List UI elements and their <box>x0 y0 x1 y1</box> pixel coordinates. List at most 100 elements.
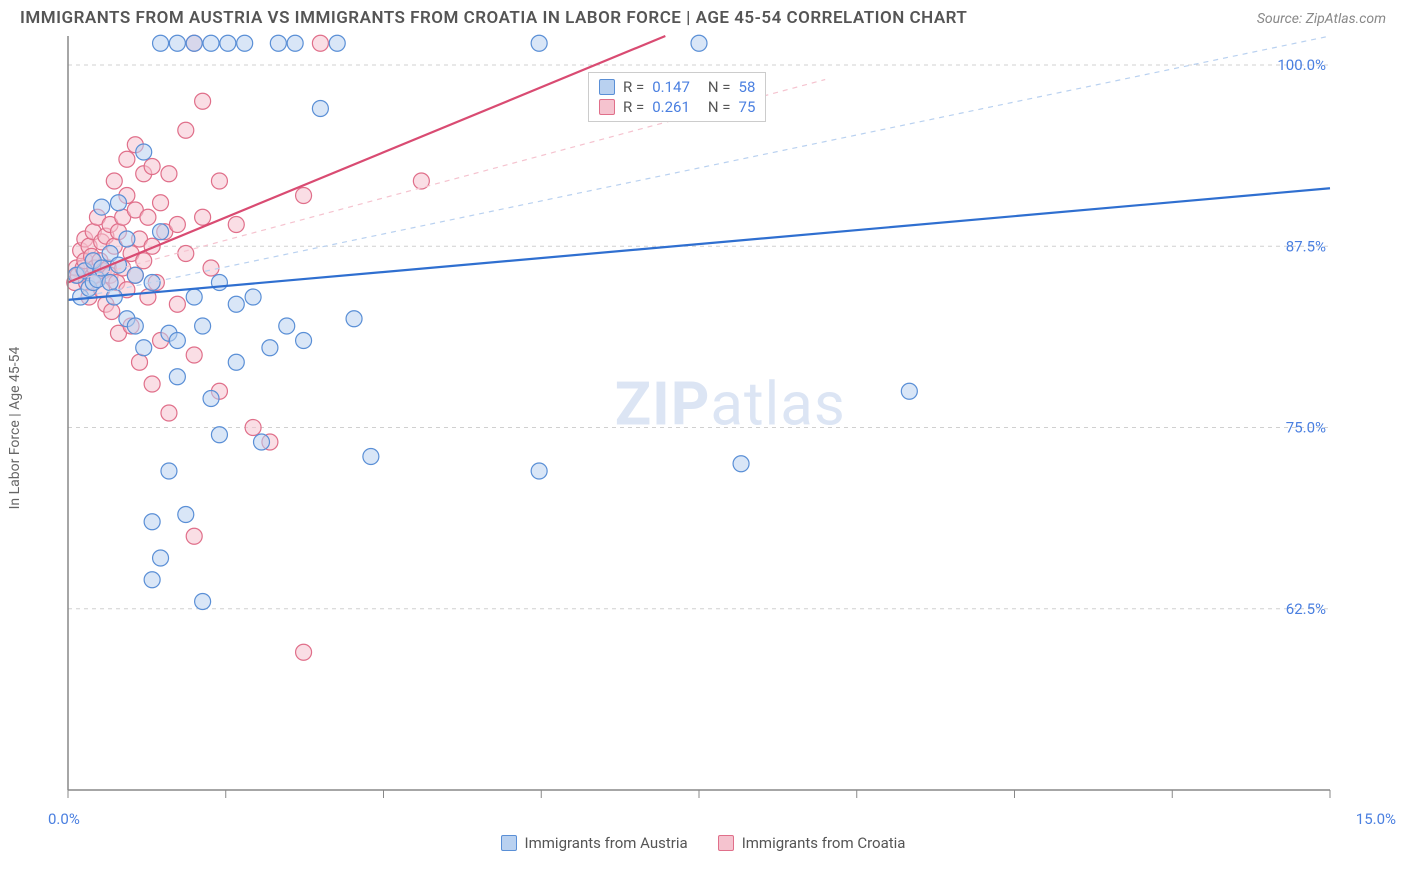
data-point <box>169 217 185 233</box>
data-point <box>203 391 219 407</box>
data-point <box>153 195 169 211</box>
data-point <box>178 246 194 262</box>
data-point <box>110 195 126 211</box>
data-point <box>186 289 202 305</box>
data-point <box>203 260 219 276</box>
data-point <box>691 35 707 51</box>
data-point <box>169 35 185 51</box>
data-point <box>195 318 211 334</box>
data-point <box>144 376 160 392</box>
data-point <box>228 296 244 312</box>
data-point <box>296 333 312 349</box>
stat-n-label: N = <box>708 98 731 116</box>
data-point <box>329 35 345 51</box>
data-point <box>531 35 547 51</box>
legend-swatch <box>501 835 517 851</box>
correlation-stats-box: R =0.147N =58R =0.261N =75 <box>588 72 766 122</box>
chart-title: IMMIGRANTS FROM AUSTRIA VS IMMIGRANTS FR… <box>20 8 967 28</box>
y-tick-label: 100.0% <box>1277 56 1326 74</box>
data-point <box>169 296 185 312</box>
data-point <box>287 35 303 51</box>
stats-row: R =0.261N =75 <box>599 97 755 117</box>
data-point <box>245 289 261 305</box>
data-point <box>228 217 244 233</box>
legend-swatch <box>599 79 615 95</box>
stat-r-value: 0.147 <box>652 78 690 96</box>
y-tick-label: 62.5% <box>1286 600 1326 618</box>
data-point <box>136 144 152 160</box>
y-axis-label: In Labor Force | Age 45-54 <box>7 347 23 510</box>
legend-label: Immigrants from Austria <box>525 834 688 852</box>
data-point <box>127 267 143 283</box>
data-point <box>312 101 328 117</box>
data-point <box>153 550 169 566</box>
data-point <box>94 199 110 215</box>
data-point <box>195 93 211 109</box>
data-point <box>296 644 312 660</box>
data-point <box>144 275 160 291</box>
data-point <box>153 35 169 51</box>
data-point <box>119 151 135 167</box>
data-point <box>237 35 253 51</box>
data-point <box>102 275 118 291</box>
stat-r-value: 0.261 <box>652 98 690 116</box>
x-axis-range-labels: 0.0% 15.0% <box>0 810 1406 830</box>
legend-label: Immigrants from Croatia <box>742 834 906 852</box>
data-point <box>262 340 278 356</box>
data-point <box>140 209 156 225</box>
legend-swatch <box>599 99 615 115</box>
data-point <box>161 463 177 479</box>
legend-item: Immigrants from Austria <box>501 834 688 852</box>
legend-item: Immigrants from Croatia <box>718 834 906 852</box>
data-point <box>144 572 160 588</box>
data-point <box>136 340 152 356</box>
data-point <box>119 231 135 247</box>
data-point <box>132 354 148 370</box>
data-point <box>531 463 547 479</box>
data-point <box>254 434 270 450</box>
stats-row: R = 0.147 N = 58 <box>599 77 755 97</box>
data-point <box>169 369 185 385</box>
data-point <box>186 35 202 51</box>
data-point <box>144 159 160 175</box>
chart-container: In Labor Force | Age 45-54 62.5%75.0%87.… <box>20 30 1386 810</box>
trend-line <box>68 36 665 283</box>
y-tick-label: 87.5% <box>1286 237 1326 255</box>
data-point <box>161 166 177 182</box>
data-point <box>144 514 160 530</box>
data-point <box>220 35 236 51</box>
data-point <box>203 35 219 51</box>
data-point <box>228 354 244 370</box>
data-point <box>363 449 379 465</box>
data-point <box>296 188 312 204</box>
data-point <box>901 383 917 399</box>
scatter-plot-svg: 62.5% 75.0% 87.5% 100.0% <box>20 30 1338 810</box>
data-point <box>733 456 749 472</box>
data-point <box>161 405 177 421</box>
chart-header: IMMIGRANTS FROM AUSTRIA VS IMMIGRANTS FR… <box>0 0 1406 30</box>
data-point <box>346 311 362 327</box>
data-point <box>312 35 328 51</box>
chart-legend: Immigrants from Austria Immigrants from C… <box>0 834 1406 852</box>
legend-swatch <box>718 835 734 851</box>
data-point <box>106 173 122 189</box>
stat-r-label: R = <box>623 98 644 116</box>
data-point <box>178 122 194 138</box>
stat-r-label: R = <box>623 78 644 96</box>
data-point <box>169 333 185 349</box>
x-axis-max: 15.0% <box>1356 810 1396 828</box>
data-point <box>127 318 143 334</box>
data-point <box>279 318 295 334</box>
source-attribution: Source: ZipAtlas.com <box>1257 11 1386 27</box>
data-point <box>211 427 227 443</box>
data-point <box>153 224 169 240</box>
data-point <box>245 420 261 436</box>
stat-n-value: 58 <box>739 78 756 96</box>
stat-n-label: N = <box>708 78 731 96</box>
data-point <box>270 35 286 51</box>
data-point <box>195 209 211 225</box>
data-point <box>178 507 194 523</box>
data-point <box>211 173 227 189</box>
x-axis-min: 0.0% <box>48 810 80 828</box>
y-tick-label: 75.0% <box>1286 419 1326 437</box>
